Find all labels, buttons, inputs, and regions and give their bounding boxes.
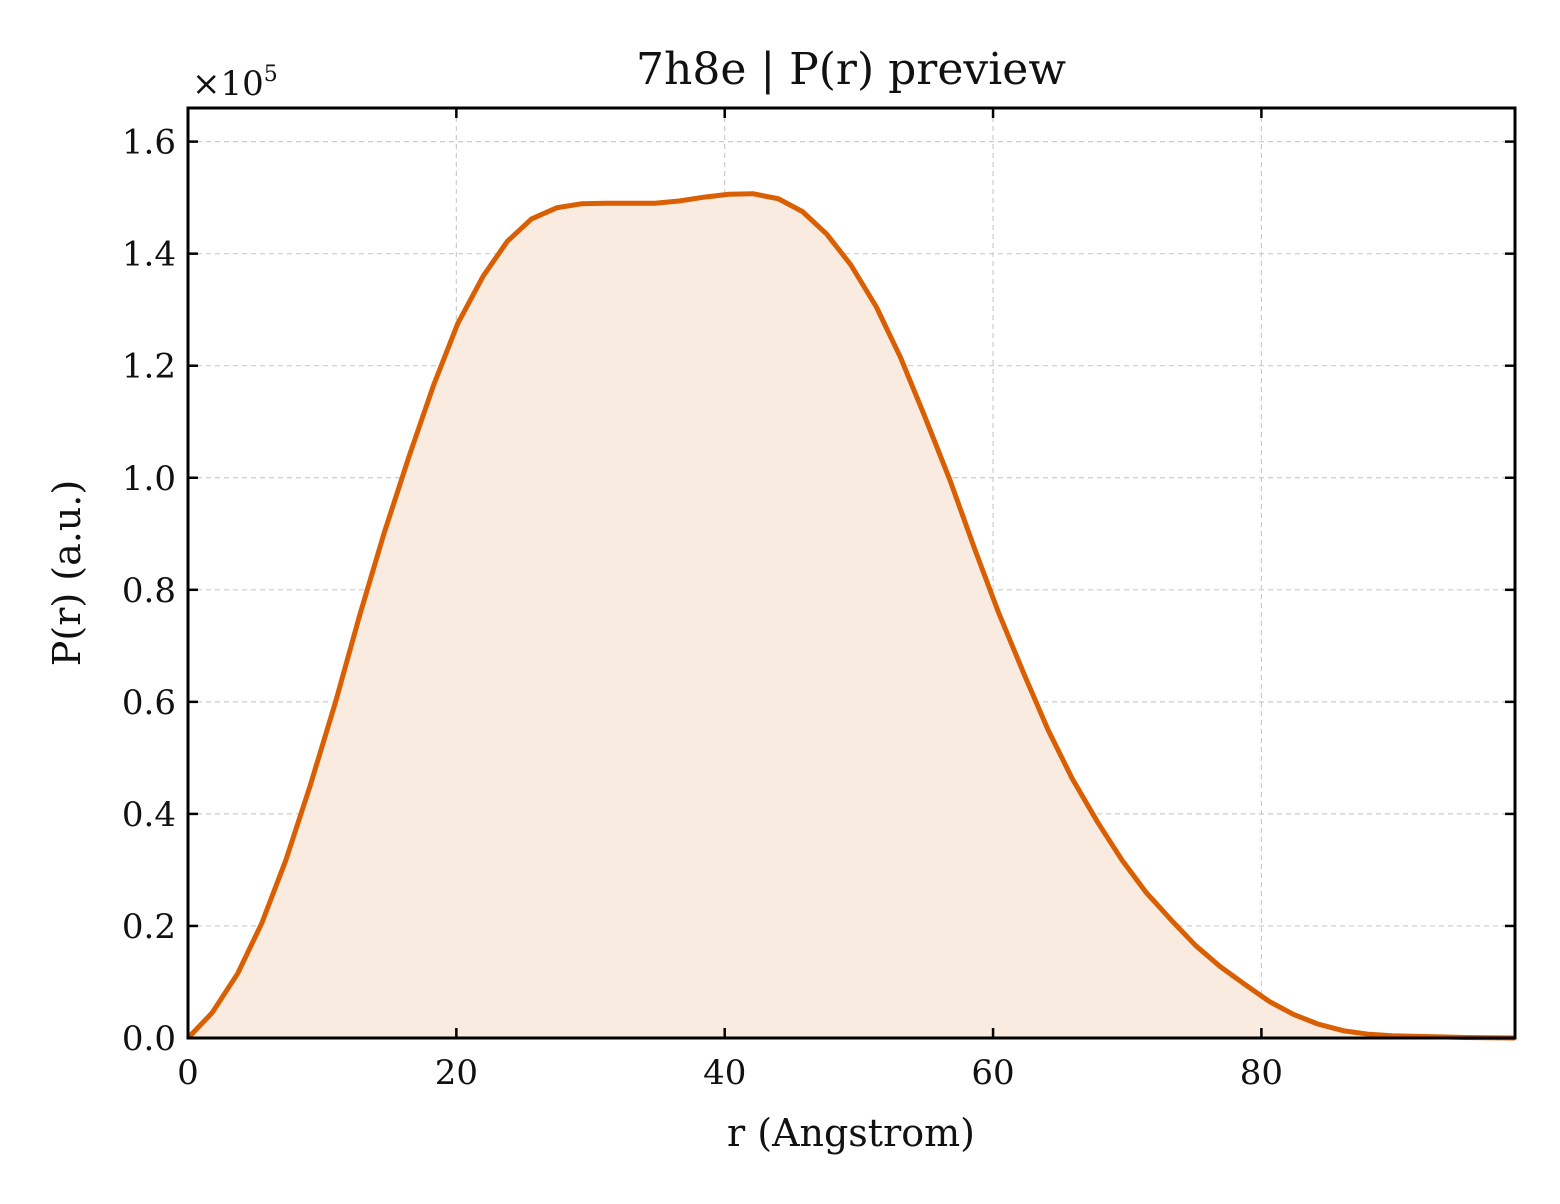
y-multiplier-exponent: 5 <box>264 62 278 87</box>
y-tick-label: 0.4 <box>122 795 176 835</box>
plot-frame <box>186 106 1517 1040</box>
x-tick-label: 0 <box>177 1053 199 1093</box>
x-tick-label: 60 <box>971 1053 1014 1093</box>
chart-title: 7h8e | P(r) preview <box>636 44 1066 95</box>
y-tick-label: 1.6 <box>122 123 176 163</box>
y-tick-label: 0.0 <box>122 1019 176 1059</box>
x-tick-label: 80 <box>1240 1053 1283 1093</box>
tick-layer: 0 20 40 60 80 0.0 0.2 0.4 0.6 0.8 1.0 1.2 1.4 1.6 <box>122 108 1515 1093</box>
y-tick-label: 1.2 <box>122 347 176 387</box>
y-axis-multiplier: ×105 <box>192 62 278 104</box>
y-tick-label: 0.2 <box>122 907 176 947</box>
y-tick-label: 1.4 <box>122 235 176 275</box>
x-tick-label: 40 <box>703 1053 746 1093</box>
y-tick-label: 1.0 <box>122 459 176 499</box>
y-tick-label: 0.6 <box>122 683 176 723</box>
x-axis-label: r (Angstrom) <box>727 1111 975 1155</box>
x-tick-label: 20 <box>435 1053 478 1093</box>
y-axis-label: P(r) (a.u.) <box>45 480 89 666</box>
y-multiplier-base: ×10 <box>192 64 264 104</box>
series-area-fill <box>188 193 1515 1039</box>
series-line <box>186 191 1516 1041</box>
series-layer <box>186 191 1516 1041</box>
y-tick-label: 0.8 <box>122 571 176 611</box>
